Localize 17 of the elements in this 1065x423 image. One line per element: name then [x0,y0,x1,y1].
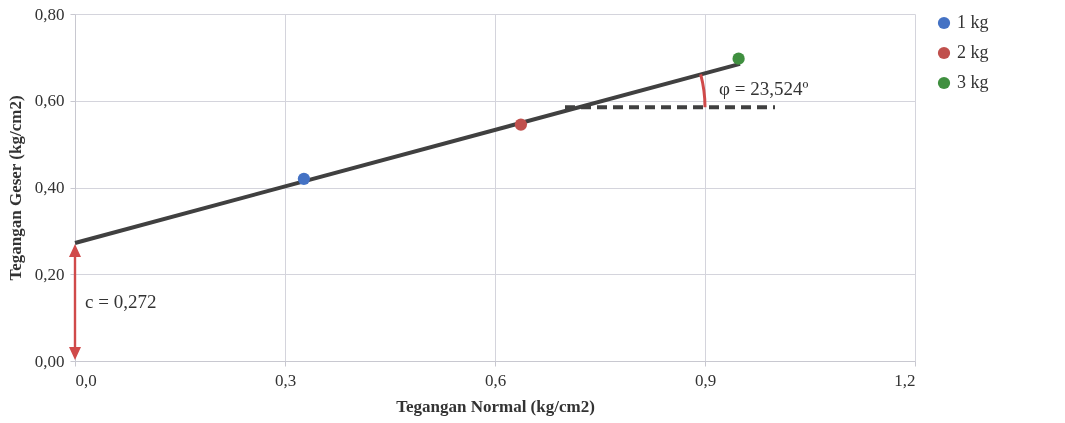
x-tick-label: 1,2 [894,370,916,390]
y-tick-label: 0,80 [34,4,65,24]
legend-label: 3 kg [957,72,989,92]
x-tick-label: 0,0 [75,370,97,390]
y-tick-label: 0,40 [34,178,65,197]
annotation: φ = 23,524º [719,78,809,100]
annotation: c = 0,272 [85,291,157,313]
x-tick-label: 0,9 [694,370,717,390]
y-tick-label: 0,20 [34,264,65,284]
y-tick-label: 0,60 [34,91,65,111]
y-axis-title: Tegangan Geser (kg/cm2) [5,95,25,281]
legend-label: 2 kg [957,42,989,62]
x-axis-title: Tegangan Normal (kg/cm2) [396,396,595,416]
x-tick-label: 0,6 [484,370,507,390]
x-tick-label: 0,3 [274,370,297,390]
legend-label: 1 kg [957,12,989,32]
y-tick-label: 0,00 [34,351,65,371]
